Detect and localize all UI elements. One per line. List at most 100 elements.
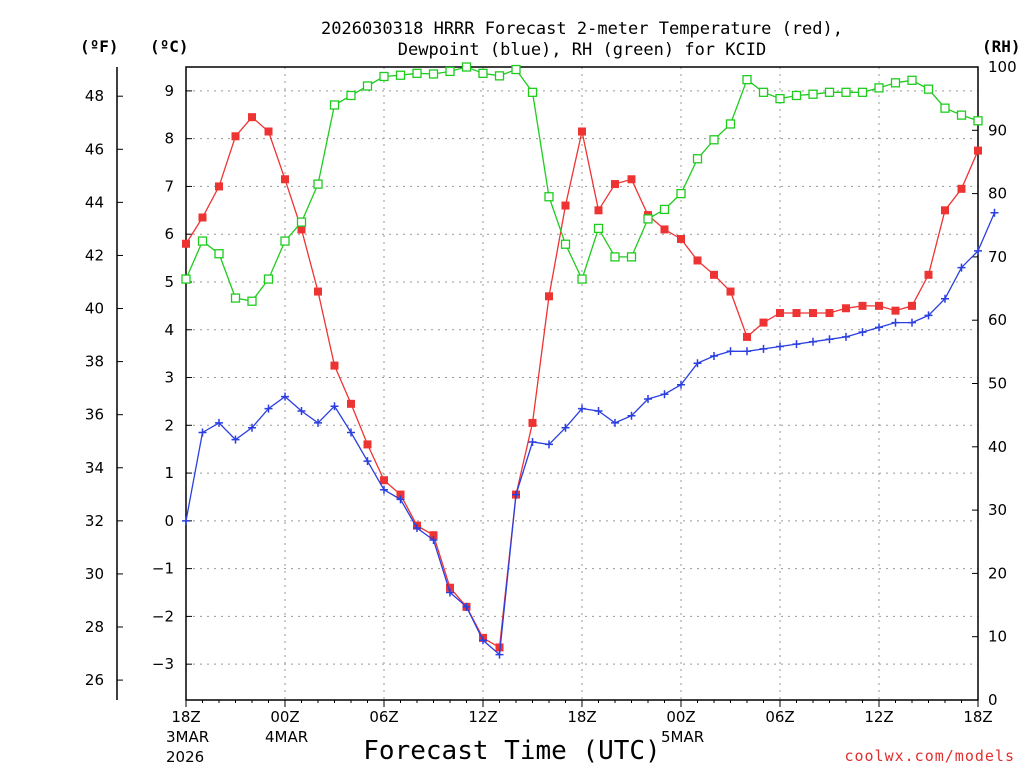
temp-point xyxy=(891,306,900,315)
temp-point xyxy=(825,309,834,318)
temp-point xyxy=(809,309,817,318)
rh-point xyxy=(676,188,686,199)
gridlines xyxy=(186,67,978,700)
x-tick-label: 00Z xyxy=(666,708,695,726)
temp-point xyxy=(297,225,306,234)
rh-point xyxy=(626,252,637,262)
dew-point xyxy=(495,650,504,659)
rh-tick-label: 80 xyxy=(988,185,1007,203)
c-tick-label: 0 xyxy=(164,512,174,530)
temp-point xyxy=(578,127,586,136)
c-tick-label: 8 xyxy=(164,130,174,148)
rh-tick-label: 60 xyxy=(988,311,1007,329)
rh-point xyxy=(956,110,967,120)
dew-point xyxy=(957,263,966,272)
rh-point xyxy=(544,192,554,202)
data-series xyxy=(181,62,999,659)
c-tick-label: 9 xyxy=(164,82,174,100)
c-tick-label: −2 xyxy=(152,607,174,625)
dew-point xyxy=(429,535,438,544)
c-tick-label: 2 xyxy=(164,416,174,434)
rh-point xyxy=(428,69,439,79)
rh-tick-label: 100 xyxy=(988,58,1017,76)
rh-point xyxy=(560,239,571,249)
rh-point xyxy=(791,90,802,101)
x-tick-label: 12Z xyxy=(468,708,497,726)
rh-point xyxy=(857,87,868,97)
dew-point xyxy=(380,485,388,494)
dew-point xyxy=(330,402,339,411)
rh-point xyxy=(923,84,934,94)
temp-point xyxy=(545,292,553,301)
rh-point xyxy=(610,252,620,262)
rh-point xyxy=(742,75,752,85)
temp-point xyxy=(248,113,256,122)
dew-series xyxy=(182,208,999,659)
rh-point xyxy=(395,70,406,80)
rh-point xyxy=(659,204,670,215)
celsius-axis-label: (ºC) xyxy=(150,37,189,56)
dew-point xyxy=(710,352,718,361)
c-tick-label: 3 xyxy=(164,369,174,387)
f-tick-label: 28 xyxy=(85,618,104,636)
temp-point xyxy=(231,132,240,141)
temp-point xyxy=(446,583,454,592)
rh-tick-label: 70 xyxy=(988,248,1007,266)
rh-point xyxy=(478,68,488,78)
dew-point xyxy=(891,318,900,327)
dew-point xyxy=(924,311,933,320)
temp-point xyxy=(429,531,438,540)
x-tick-label: 18Z xyxy=(567,708,596,726)
temp-point xyxy=(858,301,867,310)
dew-point xyxy=(611,418,619,427)
temp-point xyxy=(396,490,405,499)
c-tick-label: 5 xyxy=(164,273,174,291)
dew-point xyxy=(759,344,768,353)
x-tick-label: 18Z xyxy=(171,708,200,726)
rh-tick-label: 20 xyxy=(988,564,1007,582)
dew-point xyxy=(875,323,883,332)
rh-point xyxy=(313,179,323,189)
temp-point xyxy=(759,318,768,327)
temp-point xyxy=(875,301,883,310)
c-tick-label: 6 xyxy=(164,225,174,243)
chart-title-line1: 2026030318 HRRR Forecast 2-meter Tempera… xyxy=(321,19,843,39)
temp-point xyxy=(776,309,784,318)
dew-point xyxy=(479,636,487,645)
rh-point xyxy=(692,154,703,164)
f-tick-label: 42 xyxy=(85,246,104,264)
f-tick-label: 36 xyxy=(85,406,104,424)
dew-point xyxy=(858,328,867,337)
dew-point xyxy=(198,428,207,437)
rh-point xyxy=(874,83,884,93)
rh-point xyxy=(775,94,785,104)
rh-point xyxy=(296,217,307,227)
rh-point xyxy=(197,236,208,246)
temp-point xyxy=(908,301,916,310)
x-date-label: 4MAR xyxy=(265,728,308,746)
dew-point xyxy=(644,395,652,404)
rh-point xyxy=(346,90,356,101)
rh-point xyxy=(709,135,719,145)
dew-point xyxy=(231,435,240,444)
rh-point xyxy=(973,116,983,126)
rh-tick-label: 40 xyxy=(988,438,1007,456)
f-tick-label: 30 xyxy=(85,565,104,583)
dew-point xyxy=(660,390,669,399)
rh-point xyxy=(263,274,274,284)
dew-point xyxy=(512,490,520,499)
temp-point xyxy=(182,239,190,248)
f-tick-label: 48 xyxy=(85,87,104,105)
rh-point xyxy=(824,87,835,97)
temp-point xyxy=(792,309,801,318)
c-tick-label: 1 xyxy=(164,464,174,482)
rh-point xyxy=(181,274,191,284)
temp-point xyxy=(363,440,372,449)
temp-point xyxy=(941,206,949,215)
rh-tick-label: 0 xyxy=(988,691,998,709)
x-date-label: 3MAR xyxy=(166,728,209,746)
dew-point xyxy=(578,404,586,413)
temp-point xyxy=(726,287,735,296)
dew-point xyxy=(215,418,223,427)
rh-tick-label: 30 xyxy=(988,501,1007,519)
